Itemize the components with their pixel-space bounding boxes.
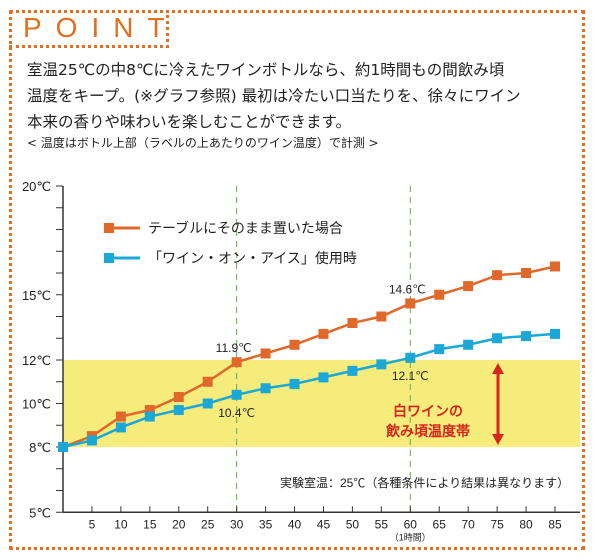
data-point — [289, 339, 300, 350]
x-tick-label: 15 — [143, 517, 157, 531]
x-tick-label: 40 — [288, 517, 302, 531]
dotted-frame — [9, 10, 585, 550]
description-line-3: 本来の香りや味わいを楽しむことができます。 — [27, 113, 351, 131]
data-point — [434, 289, 445, 300]
x-tick-label: 65 — [433, 517, 447, 531]
footnote: 実験室温：25℃（各種条件により結果は異なります） — [280, 475, 569, 490]
data-point — [463, 339, 474, 350]
data-point — [144, 405, 155, 416]
data-point — [434, 344, 445, 355]
data-point — [173, 405, 184, 416]
data-point — [202, 398, 213, 409]
data-point — [376, 311, 387, 322]
x-tick-label: 75 — [490, 517, 504, 531]
x-tick-label: 10 — [114, 517, 128, 531]
x-tick-label: 70 — [461, 517, 475, 531]
data-point — [347, 318, 358, 329]
data-point — [173, 391, 184, 402]
measurement-note: < 温度はボトル上部（ラベルの上あたりのワイン温度）で計測 > — [27, 136, 379, 150]
band-label-1: 白ワインの — [393, 403, 463, 419]
data-point — [318, 328, 329, 339]
data-point — [115, 411, 126, 422]
data-point — [231, 357, 242, 368]
value-annotation: 10.4℃ — [218, 406, 255, 420]
data-point — [492, 270, 503, 281]
data-point — [521, 331, 532, 342]
x-tick-label: 45 — [317, 517, 331, 531]
value-annotation: 11.9℃ — [216, 341, 252, 355]
y-tick-label: 5℃ — [29, 505, 51, 520]
point-title: POINT — [9, 10, 169, 48]
x-tick-label: 85 — [548, 517, 562, 531]
data-point — [347, 365, 358, 376]
data-point — [550, 261, 560, 272]
description-line-1: 室温25℃の中8℃に冷えたワインボトルなら、約1時間もの間飲み頃 — [27, 61, 505, 79]
y-tick-label: 10℃ — [22, 397, 51, 412]
data-point — [115, 422, 126, 433]
x-tick-label: 20 — [172, 517, 186, 531]
y-tick-label: 8℃ — [29, 440, 51, 455]
value-annotation: 14.6℃ — [389, 282, 426, 296]
data-point — [550, 328, 560, 339]
data-point — [260, 383, 271, 394]
description-line-2: 温度をキープ。(※グラフ参照) 最初は冷たい口当たりを、徐々にワイン — [27, 87, 521, 105]
arrow-head-down — [492, 434, 504, 445]
x-tick-label: 25 — [201, 517, 215, 531]
x-tick-label: 80 — [519, 517, 533, 531]
data-point — [492, 333, 503, 344]
value-annotation: 12.1℃ — [392, 369, 429, 383]
data-point — [405, 352, 416, 363]
legend-label-1: 「ワイン・オン・アイス」使用時 — [148, 250, 357, 266]
data-point — [521, 268, 532, 278]
x-tick-label: 50 — [346, 517, 360, 531]
y-tick-label: 12℃ — [22, 353, 51, 368]
data-point — [144, 411, 155, 422]
data-point — [318, 372, 329, 383]
data-point — [260, 348, 271, 359]
data-point — [376, 359, 387, 370]
x-tick-label: 35 — [259, 517, 273, 531]
band-label-2: 飲み頃温度帯 — [385, 423, 470, 439]
x-sublabel: （1時間） — [390, 532, 431, 542]
data-point — [231, 389, 242, 400]
x-tick-label: 5 — [89, 517, 96, 531]
y-tick-label: 15℃ — [22, 288, 51, 303]
data-point — [58, 442, 68, 452]
legend-label-0: テーブルにそのまま置いた場合 — [148, 220, 343, 236]
data-point — [289, 378, 300, 389]
legend-marker-0 — [104, 223, 114, 233]
arrow-head-up — [492, 363, 504, 374]
data-point — [202, 376, 213, 387]
data-point — [86, 435, 97, 446]
legend-marker-1 — [104, 253, 114, 263]
data-point — [405, 298, 416, 309]
x-tick-label: 60 — [404, 517, 418, 531]
x-tick-label: 30 — [230, 517, 244, 531]
x-tick-label: 55 — [375, 517, 389, 531]
y-tick-label: 20℃ — [22, 179, 51, 194]
data-point — [463, 281, 474, 292]
